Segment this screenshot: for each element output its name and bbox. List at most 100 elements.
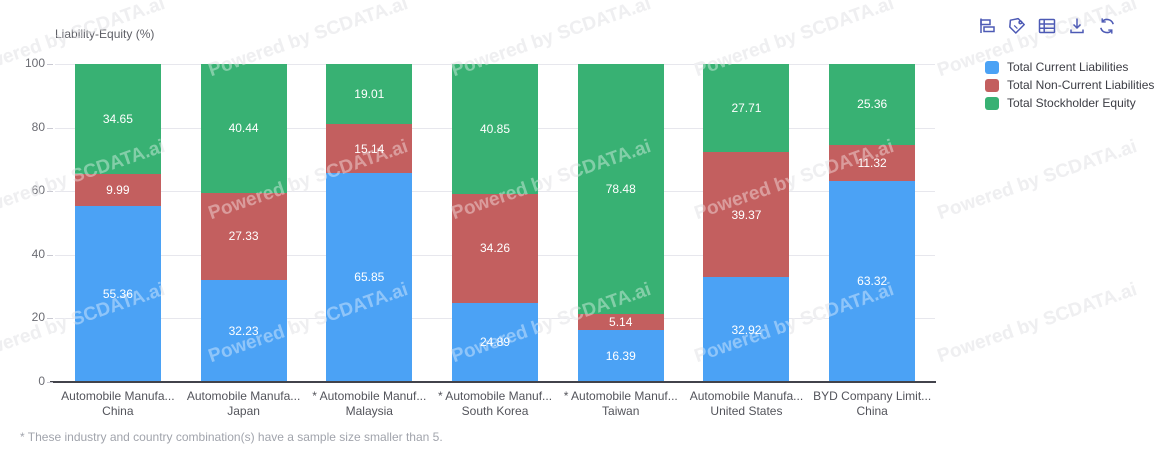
bar-segment[interactable]: 63.32: [829, 180, 916, 382]
category-industry-label: BYD Company Limit...: [813, 389, 932, 403]
legend-label: Total Stockholder Equity: [1007, 96, 1136, 110]
y-tick-mark: [47, 127, 53, 129]
legend-marker: [985, 60, 999, 74]
bar-value-label: 15.14: [354, 141, 385, 156]
bar-value-label: 5.14: [609, 314, 633, 329]
legend-item[interactable]: Total Non-Current Liabilities: [985, 78, 1154, 92]
bar-segment[interactable]: 78.48: [577, 63, 664, 314]
watermark-text: Powered by SCDATA.ai: [934, 279, 1140, 368]
bar-segment[interactable]: 15.14: [326, 124, 413, 173]
plot-area: 55.36 9.99 34.65 32.23 27.33 40.44 65.85 15.14 1…: [50, 63, 936, 383]
bar-segment[interactable]: 25.36: [829, 64, 916, 145]
toolbar-chart-button[interactable]: [977, 15, 997, 37]
category-country-label: United States: [710, 404, 783, 418]
bar-segment[interactable]: 39.37: [703, 152, 790, 278]
bar-column: 24.89 34.26 40.85: [432, 64, 558, 382]
bar-segment[interactable]: 9.99: [74, 174, 161, 206]
bar-segment[interactable]: 55.36: [74, 205, 161, 382]
bar-value-label: 27.71: [731, 101, 762, 116]
y-tick-mark: [47, 254, 53, 256]
x-axis-category-label: * Automobile Manuf... South Korea: [432, 389, 558, 419]
bar-value-label: 24.89: [480, 335, 511, 350]
legend-marker: [985, 96, 999, 110]
bar-stack: 16.39 5.14 78.48: [577, 63, 664, 382]
footnote: * These industry and country combination…: [20, 430, 443, 444]
category-industry-label: * Automobile Manuf...: [437, 389, 553, 403]
refresh-icon: [1097, 16, 1117, 36]
x-axis-category-label: * Automobile Manuf... Malaysia: [306, 389, 432, 419]
bar-stack: 63.32 11.32 25.36: [829, 64, 916, 382]
bar-value-label: 27.33: [228, 229, 259, 244]
bar-stack: 32.23 27.33 40.44: [200, 64, 287, 382]
bar-segment[interactable]: 16.39: [577, 329, 664, 382]
toolbar-download-button[interactable]: [1067, 15, 1087, 37]
x-axis-category-label: Automobile Manufa... Japan: [181, 389, 307, 419]
watermark-text: Powered by SCDATA.ai: [934, 136, 1140, 225]
bar-value-label: 32.23: [228, 323, 259, 338]
bar-column: 16.39 5.14 78.48: [558, 63, 684, 382]
bar-value-label: 34.65: [102, 112, 133, 127]
download-icon: [1067, 16, 1087, 36]
bar-column: 32.92 39.37 27.71: [684, 64, 810, 382]
bar-segment[interactable]: 24.89: [452, 302, 539, 382]
bar-segment[interactable]: 32.23: [200, 279, 287, 382]
y-tick-label: 20: [31, 310, 45, 325]
bar-segment[interactable]: 65.85: [326, 172, 413, 382]
toolbar-tag-button[interactable]: [1007, 15, 1027, 37]
legend-label: Total Current Liabilities: [1007, 60, 1129, 74]
bar-value-label: 63.32: [857, 274, 888, 289]
y-tick-label: 0: [38, 374, 45, 388]
bar-value-label: 16.39: [605, 348, 636, 363]
category-industry-label: * Automobile Manuf...: [563, 389, 678, 403]
bar-segment[interactable]: 27.33: [200, 192, 287, 280]
bar-segment[interactable]: 34.65: [74, 64, 161, 175]
category-industry-label: Automobile Manufa...: [61, 389, 175, 403]
legend-label: Total Non-Current Liabilities: [1007, 78, 1155, 92]
y-axis: 0 20 40 60 80 100: [0, 56, 54, 388]
watermark-text: Powered by SCDATA.ai: [934, 279, 1140, 368]
legend-item[interactable]: Total Stockholder Equity: [985, 96, 1154, 110]
legend-item[interactable]: Total Current Liabilities: [985, 60, 1154, 74]
bar-column: 55.36 9.99 34.65: [55, 64, 181, 382]
bar-segment[interactable]: 5.14: [577, 313, 664, 330]
y-tick-label: 40: [31, 246, 45, 261]
bar-segment[interactable]: 40.44: [200, 64, 287, 193]
category-country-label: Malaysia: [345, 404, 393, 418]
bar-segment[interactable]: 32.92: [703, 277, 790, 382]
bar-column: 63.32 11.32 25.36: [809, 64, 935, 382]
toolbar: [977, 15, 1117, 37]
bar-value-label: 55.36: [102, 286, 133, 301]
toolbar-table-button[interactable]: [1037, 15, 1057, 37]
category-country-label: South Korea: [461, 404, 529, 418]
bar-chart-icon: [977, 16, 997, 36]
bar-segment[interactable]: 11.32: [829, 144, 916, 181]
category-country-label: Japan: [227, 404, 260, 418]
bar-column: 32.23 27.33 40.44: [181, 64, 307, 382]
tag-icon: [1007, 16, 1027, 36]
bar-segment[interactable]: 27.71: [703, 64, 790, 153]
y-tick-mark: [47, 318, 53, 320]
x-axis-line: [50, 381, 936, 383]
category-industry-label: Automobile Manufa...: [186, 389, 301, 403]
bar-stack: 24.89 34.26 40.85: [452, 64, 539, 382]
toolbar-refresh-button[interactable]: [1097, 15, 1117, 37]
legend-marker: [985, 78, 999, 92]
bar-segment[interactable]: 40.85: [452, 64, 539, 194]
bar-value-label: 32.92: [731, 322, 762, 337]
watermark-text: Powered by SCDATA.ai: [934, 136, 1140, 225]
bar-value-label: 65.85: [354, 270, 385, 285]
bar-value-label: 11.32: [857, 155, 887, 170]
x-axis-category-label: * Automobile Manuf... Taiwan: [558, 389, 684, 419]
category-country-label: Taiwan: [602, 404, 640, 418]
x-axis-category-label: Automobile Manufa... United States: [684, 389, 810, 419]
category-industry-label: Automobile Manufa...: [689, 389, 804, 403]
bar-value-label: 40.85: [480, 121, 511, 136]
bar-value-label: 25.36: [857, 97, 888, 112]
category-country-label: China: [102, 404, 134, 418]
category-industry-label: * Automobile Manuf...: [312, 389, 427, 403]
bar-segment[interactable]: 34.26: [452, 193, 539, 303]
bar-segment[interactable]: 19.01: [326, 64, 413, 125]
y-tick-label: 80: [31, 119, 45, 134]
bar-value-label: 78.48: [605, 181, 636, 196]
bar-stack: 65.85 15.14 19.01: [326, 64, 413, 382]
